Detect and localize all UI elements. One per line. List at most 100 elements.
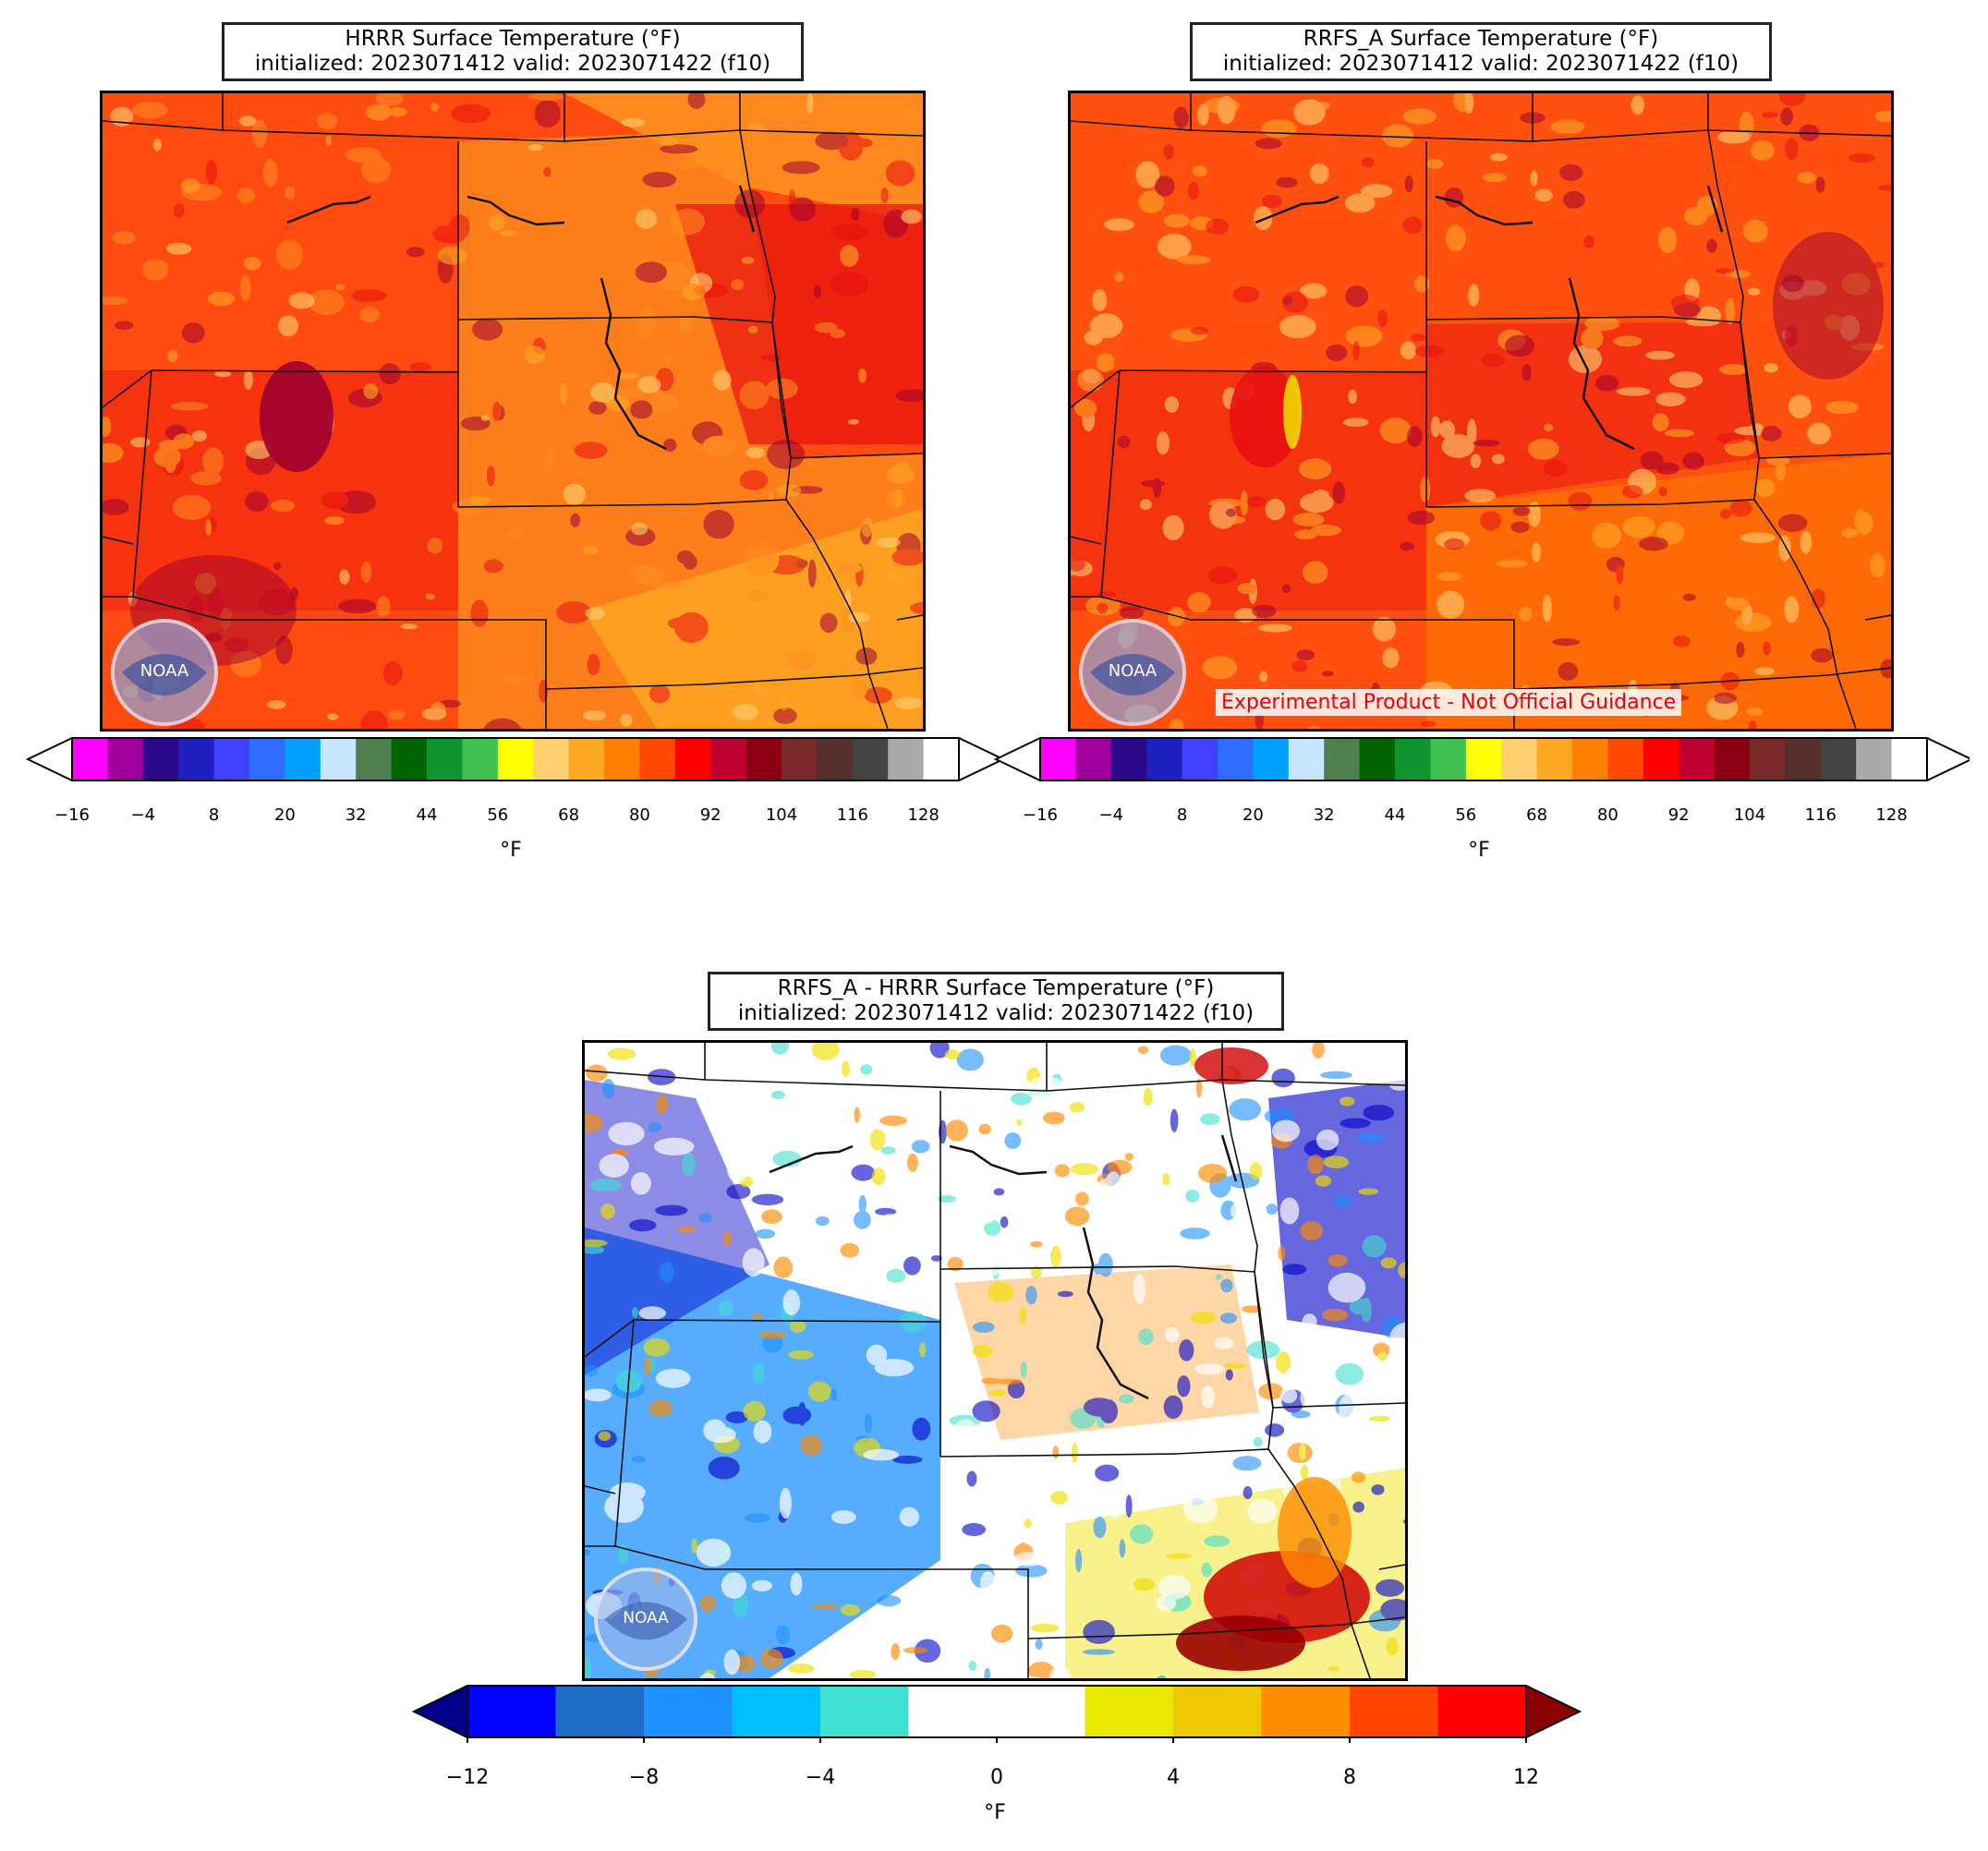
colorbar-swatch (1679, 738, 1715, 780)
noaa-logo-text: NOAA (1109, 661, 1158, 681)
colorbar-swatch (1465, 738, 1502, 780)
colorbar-tick-label: −16 (55, 805, 90, 825)
colorbar-swatch (320, 738, 357, 780)
colorbar-tick-label: 68 (1526, 805, 1548, 825)
colorbar-swatch (1643, 738, 1679, 780)
rrfs-colorbar-unit: °F (1468, 839, 1490, 862)
colorbar-tick-label: 44 (1384, 805, 1406, 825)
diff-map (582, 1040, 1408, 1681)
diff-title-line1: RRFS_A - HRRR Surface Temperature (°F) (777, 976, 1215, 1000)
rrfs-temperature-field (1071, 93, 1891, 729)
colorbar-swatch (908, 1686, 998, 1737)
diff-colorbar-unit: °F (984, 1801, 1006, 1824)
colorbar-swatch (1856, 738, 1893, 780)
hrrr-title-line2: initialized: 2023071412 valid: 202307142… (254, 52, 771, 76)
colorbar-tick-label: −4 (1098, 805, 1124, 825)
colorbar-swatch (1430, 738, 1467, 780)
diff-temperature-field (585, 1043, 1405, 1678)
colorbar-swatch (820, 1686, 909, 1737)
noaa-logo: NOAA (1070, 617, 1195, 728)
colorbar-swatch (1437, 1686, 1527, 1737)
colorbar-swatch (427, 738, 463, 780)
hrrr-title: HRRR Surface Temperature (°F) initialize… (222, 22, 804, 81)
colorbar-swatch (997, 1686, 1085, 1737)
colorbar-tick-label: 128 (907, 805, 939, 825)
colorbar-tick-label: 92 (1667, 805, 1690, 825)
colorbar-swatch (1182, 738, 1218, 780)
colorbar-swatch (732, 1686, 821, 1737)
colorbar-swatch (1395, 738, 1431, 780)
hrrr-colorbar (25, 736, 1006, 786)
hrrr-title-line1: HRRR Surface Temperature (°F) (345, 27, 681, 51)
colorbar-tick-label: 104 (765, 805, 798, 825)
hrrr-map (100, 91, 926, 732)
colorbar-tick-label: 68 (558, 805, 580, 825)
colorbar-swatch (639, 738, 676, 780)
colorbar-swatch (674, 738, 711, 780)
colorbar-swatch (467, 1686, 556, 1737)
rrfs-colorbar (993, 736, 1974, 786)
rrfs-title-line1: RRFS_A Surface Temperature (°F) (1303, 27, 1659, 51)
colorbar-swatch (213, 738, 250, 780)
colorbar-tick-label: 8 (1176, 805, 1188, 825)
colorbar-tick-label: 8 (208, 805, 220, 825)
colorbar-swatch (923, 738, 960, 780)
colorbar-swatch (178, 738, 215, 780)
noaa-logo: NOAA (586, 1565, 706, 1674)
colorbar-tick-label: 0 (990, 1766, 1003, 1789)
colorbar-swatch (604, 738, 640, 780)
noaa-logo-text: NOAA (140, 661, 189, 681)
colorbar-swatch (1218, 738, 1254, 780)
colorbar-tick-label: 32 (345, 805, 367, 825)
colorbar-swatch (249, 738, 285, 780)
colorbar-swatch (852, 738, 889, 780)
colorbar-tick-label: −8 (628, 1766, 660, 1789)
colorbar-swatch (1040, 738, 1076, 780)
colorbar-swatch (107, 738, 144, 780)
experimental-watermark: Experimental Product - Not Official Guid… (1216, 689, 1682, 716)
colorbar-tick-label: 32 (1313, 805, 1335, 825)
colorbar-swatch (1261, 1686, 1351, 1737)
colorbar-swatch (391, 738, 428, 780)
colorbar-swatch (555, 1686, 645, 1737)
colorbar-swatch (1536, 738, 1573, 780)
colorbar-tick-label: −12 (445, 1766, 490, 1789)
rrfs-map (1068, 91, 1894, 732)
colorbar-tick-label: 12 (1513, 1766, 1539, 1789)
colorbar-tick-label: 80 (628, 805, 650, 825)
diff-title-line2: initialized: 2023071412 valid: 202307142… (737, 1001, 1255, 1025)
colorbar-swatch (888, 738, 925, 780)
colorbar-swatch (142, 738, 179, 780)
colorbar-swatch (533, 738, 570, 780)
colorbar-swatch (356, 738, 393, 780)
colorbar-tick-label: −4 (130, 805, 156, 825)
colorbar-tick-label: 44 (416, 805, 438, 825)
noaa-logo: NOAA (102, 617, 227, 728)
colorbar-swatch (1085, 1686, 1174, 1737)
colorbar-swatch (1173, 1686, 1262, 1737)
colorbar-swatch (644, 1686, 733, 1737)
colorbar-tick-label: 104 (1733, 805, 1766, 825)
colorbar-tick-label: 56 (1455, 805, 1477, 825)
rrfs-title: RRFS_A Surface Temperature (°F) initiali… (1190, 22, 1772, 81)
colorbar-tick-label: 116 (1804, 805, 1836, 825)
colorbar-tick-label: 128 (1875, 805, 1908, 825)
colorbar-swatch (1253, 738, 1290, 780)
noaa-logo-text: NOAA (623, 1609, 669, 1627)
colorbar-swatch (568, 738, 605, 780)
colorbar-swatch (1607, 738, 1644, 780)
colorbar-swatch (1750, 738, 1786, 780)
colorbar-swatch (1359, 738, 1396, 780)
hrrr-temperature-field (103, 93, 923, 729)
diff-colorbar (411, 1684, 1582, 1748)
colorbar-swatch (1324, 738, 1361, 780)
diff-title: RRFS_A - HRRR Surface Temperature (°F) i… (708, 972, 1284, 1031)
colorbar-tick-label: 116 (836, 805, 868, 825)
colorbar-tick-label: 20 (273, 805, 296, 825)
colorbar-tick-label: 4 (1167, 1766, 1180, 1789)
colorbar-swatch (1714, 738, 1751, 780)
colorbar-swatch (1110, 738, 1147, 780)
colorbar-tick-label: 20 (1242, 805, 1264, 825)
colorbar-tick-label: 80 (1596, 805, 1618, 825)
colorbar-swatch (285, 738, 321, 780)
